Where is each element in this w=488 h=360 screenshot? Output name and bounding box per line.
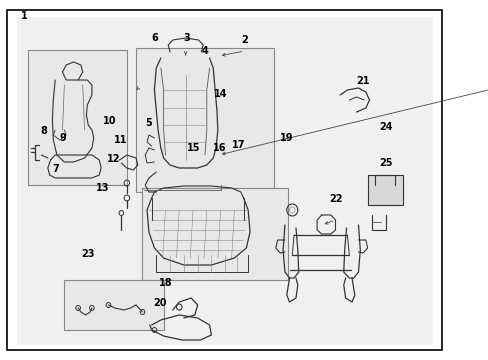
Bar [27, 50, 126, 185]
Text: 17: 17 [231, 140, 244, 150]
Bar [367, 175, 402, 205]
Text: 14: 14 [213, 89, 226, 99]
Text: 12: 12 [106, 154, 120, 164]
Text: 21: 21 [356, 76, 369, 86]
Text: 25: 25 [378, 158, 391, 168]
Text: 13: 13 [96, 183, 109, 193]
Text: 10: 10 [103, 116, 117, 126]
Text: 20: 20 [153, 298, 166, 308]
Text: 19: 19 [280, 132, 293, 143]
Text: 24: 24 [378, 122, 391, 132]
Text: 11: 11 [114, 135, 127, 145]
Text: 18: 18 [158, 278, 172, 288]
Text: 4: 4 [201, 46, 207, 56]
Text: 16: 16 [212, 143, 225, 153]
Text: 8: 8 [41, 126, 47, 136]
Text: 5: 5 [144, 118, 151, 128]
Text: 2: 2 [241, 35, 248, 45]
Text: 9: 9 [60, 132, 66, 143]
Text: 6: 6 [151, 33, 158, 43]
Text: 7: 7 [53, 164, 60, 174]
Text: 3: 3 [183, 33, 189, 43]
Text: 23: 23 [81, 249, 94, 259]
Bar [142, 188, 287, 280]
Text: 1: 1 [21, 11, 28, 21]
Bar [64, 280, 163, 330]
Text: 15: 15 [187, 143, 201, 153]
Bar [136, 48, 273, 192]
Text: 22: 22 [329, 194, 342, 204]
